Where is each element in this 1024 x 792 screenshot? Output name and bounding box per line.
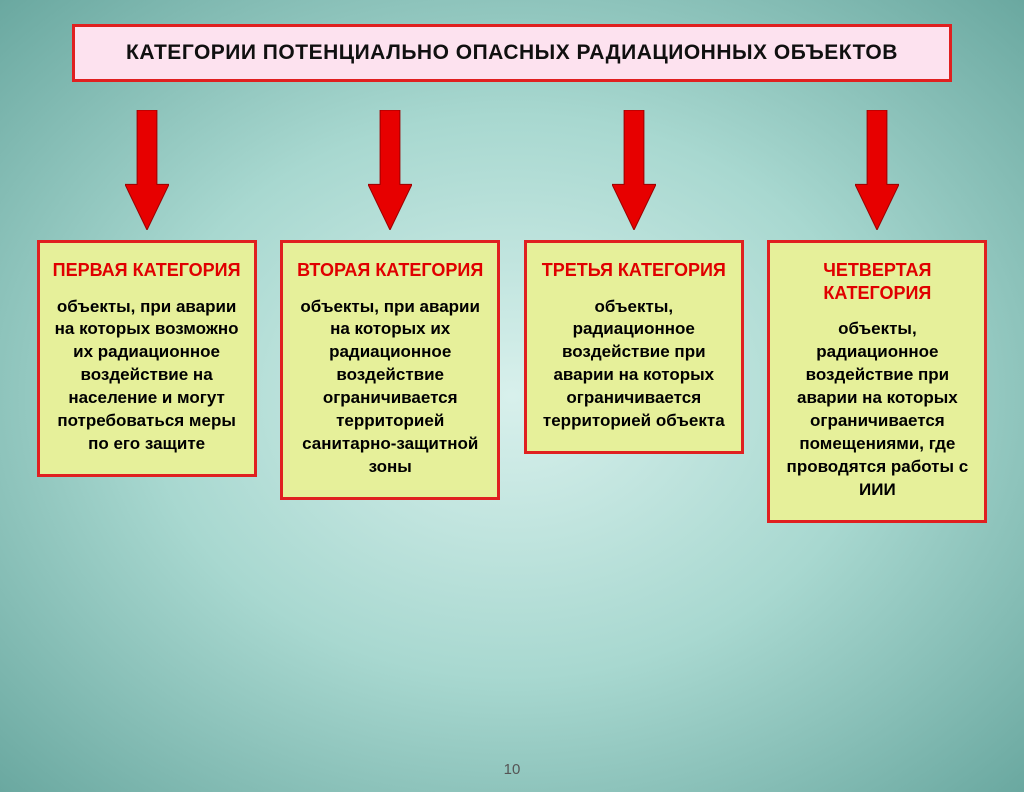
arrow-down-icon bbox=[612, 110, 656, 230]
card-body: объекты, радиационное воздействие при ав… bbox=[782, 318, 972, 502]
card-title: ПЕРВАЯ КАТЕГОРИЯ bbox=[52, 259, 242, 282]
card-title: ВТОРАЯ КАТЕГОРИЯ bbox=[295, 259, 485, 282]
arrow-wrap bbox=[612, 110, 656, 240]
title-box: КАТЕГОРИИ ПОТЕНЦИАЛЬНО ОПАСНЫХ РАДИАЦИОН… bbox=[72, 24, 952, 82]
category-card: ЧЕТВЕРТАЯ КАТЕГОРИЯ объекты, радиационно… bbox=[767, 240, 987, 523]
arrow-wrap bbox=[855, 110, 899, 240]
arrow-down-icon bbox=[855, 110, 899, 230]
category-card: ВТОРАЯ КАТЕГОРИЯ объекты, при аварии на … bbox=[280, 240, 500, 500]
columns-container: ПЕРВАЯ КАТЕГОРИЯ объекты, при аварии на … bbox=[0, 110, 1024, 523]
card-body: объекты, радиационное воздействие при ав… bbox=[539, 296, 729, 434]
category-column: ПЕРВАЯ КАТЕГОРИЯ объекты, при аварии на … bbox=[32, 110, 262, 477]
category-column: ТРЕТЬЯ КАТЕГОРИЯ объекты, радиационное в… bbox=[519, 110, 749, 454]
page-number: 10 bbox=[0, 761, 1024, 778]
card-body: объекты, при аварии на которых их радиац… bbox=[295, 296, 485, 480]
card-title: ТРЕТЬЯ КАТЕГОРИЯ bbox=[539, 259, 729, 282]
category-column: ВТОРАЯ КАТЕГОРИЯ объекты, при аварии на … bbox=[275, 110, 505, 500]
title-text: КАТЕГОРИИ ПОТЕНЦИАЛЬНО ОПАСНЫХ РАДИАЦИОН… bbox=[126, 41, 898, 64]
card-title: ЧЕТВЕРТАЯ КАТЕГОРИЯ bbox=[782, 259, 972, 304]
category-card: ТРЕТЬЯ КАТЕГОРИЯ объекты, радиационное в… bbox=[524, 240, 744, 454]
arrow-down-icon bbox=[368, 110, 412, 230]
category-card: ПЕРВАЯ КАТЕГОРИЯ объекты, при аварии на … bbox=[37, 240, 257, 477]
category-column: ЧЕТВЕРТАЯ КАТЕГОРИЯ объекты, радиационно… bbox=[762, 110, 992, 523]
arrow-down-icon bbox=[125, 110, 169, 230]
card-body: объекты, при аварии на которых возможно … bbox=[52, 296, 242, 457]
arrow-wrap bbox=[125, 110, 169, 240]
arrow-wrap bbox=[368, 110, 412, 240]
